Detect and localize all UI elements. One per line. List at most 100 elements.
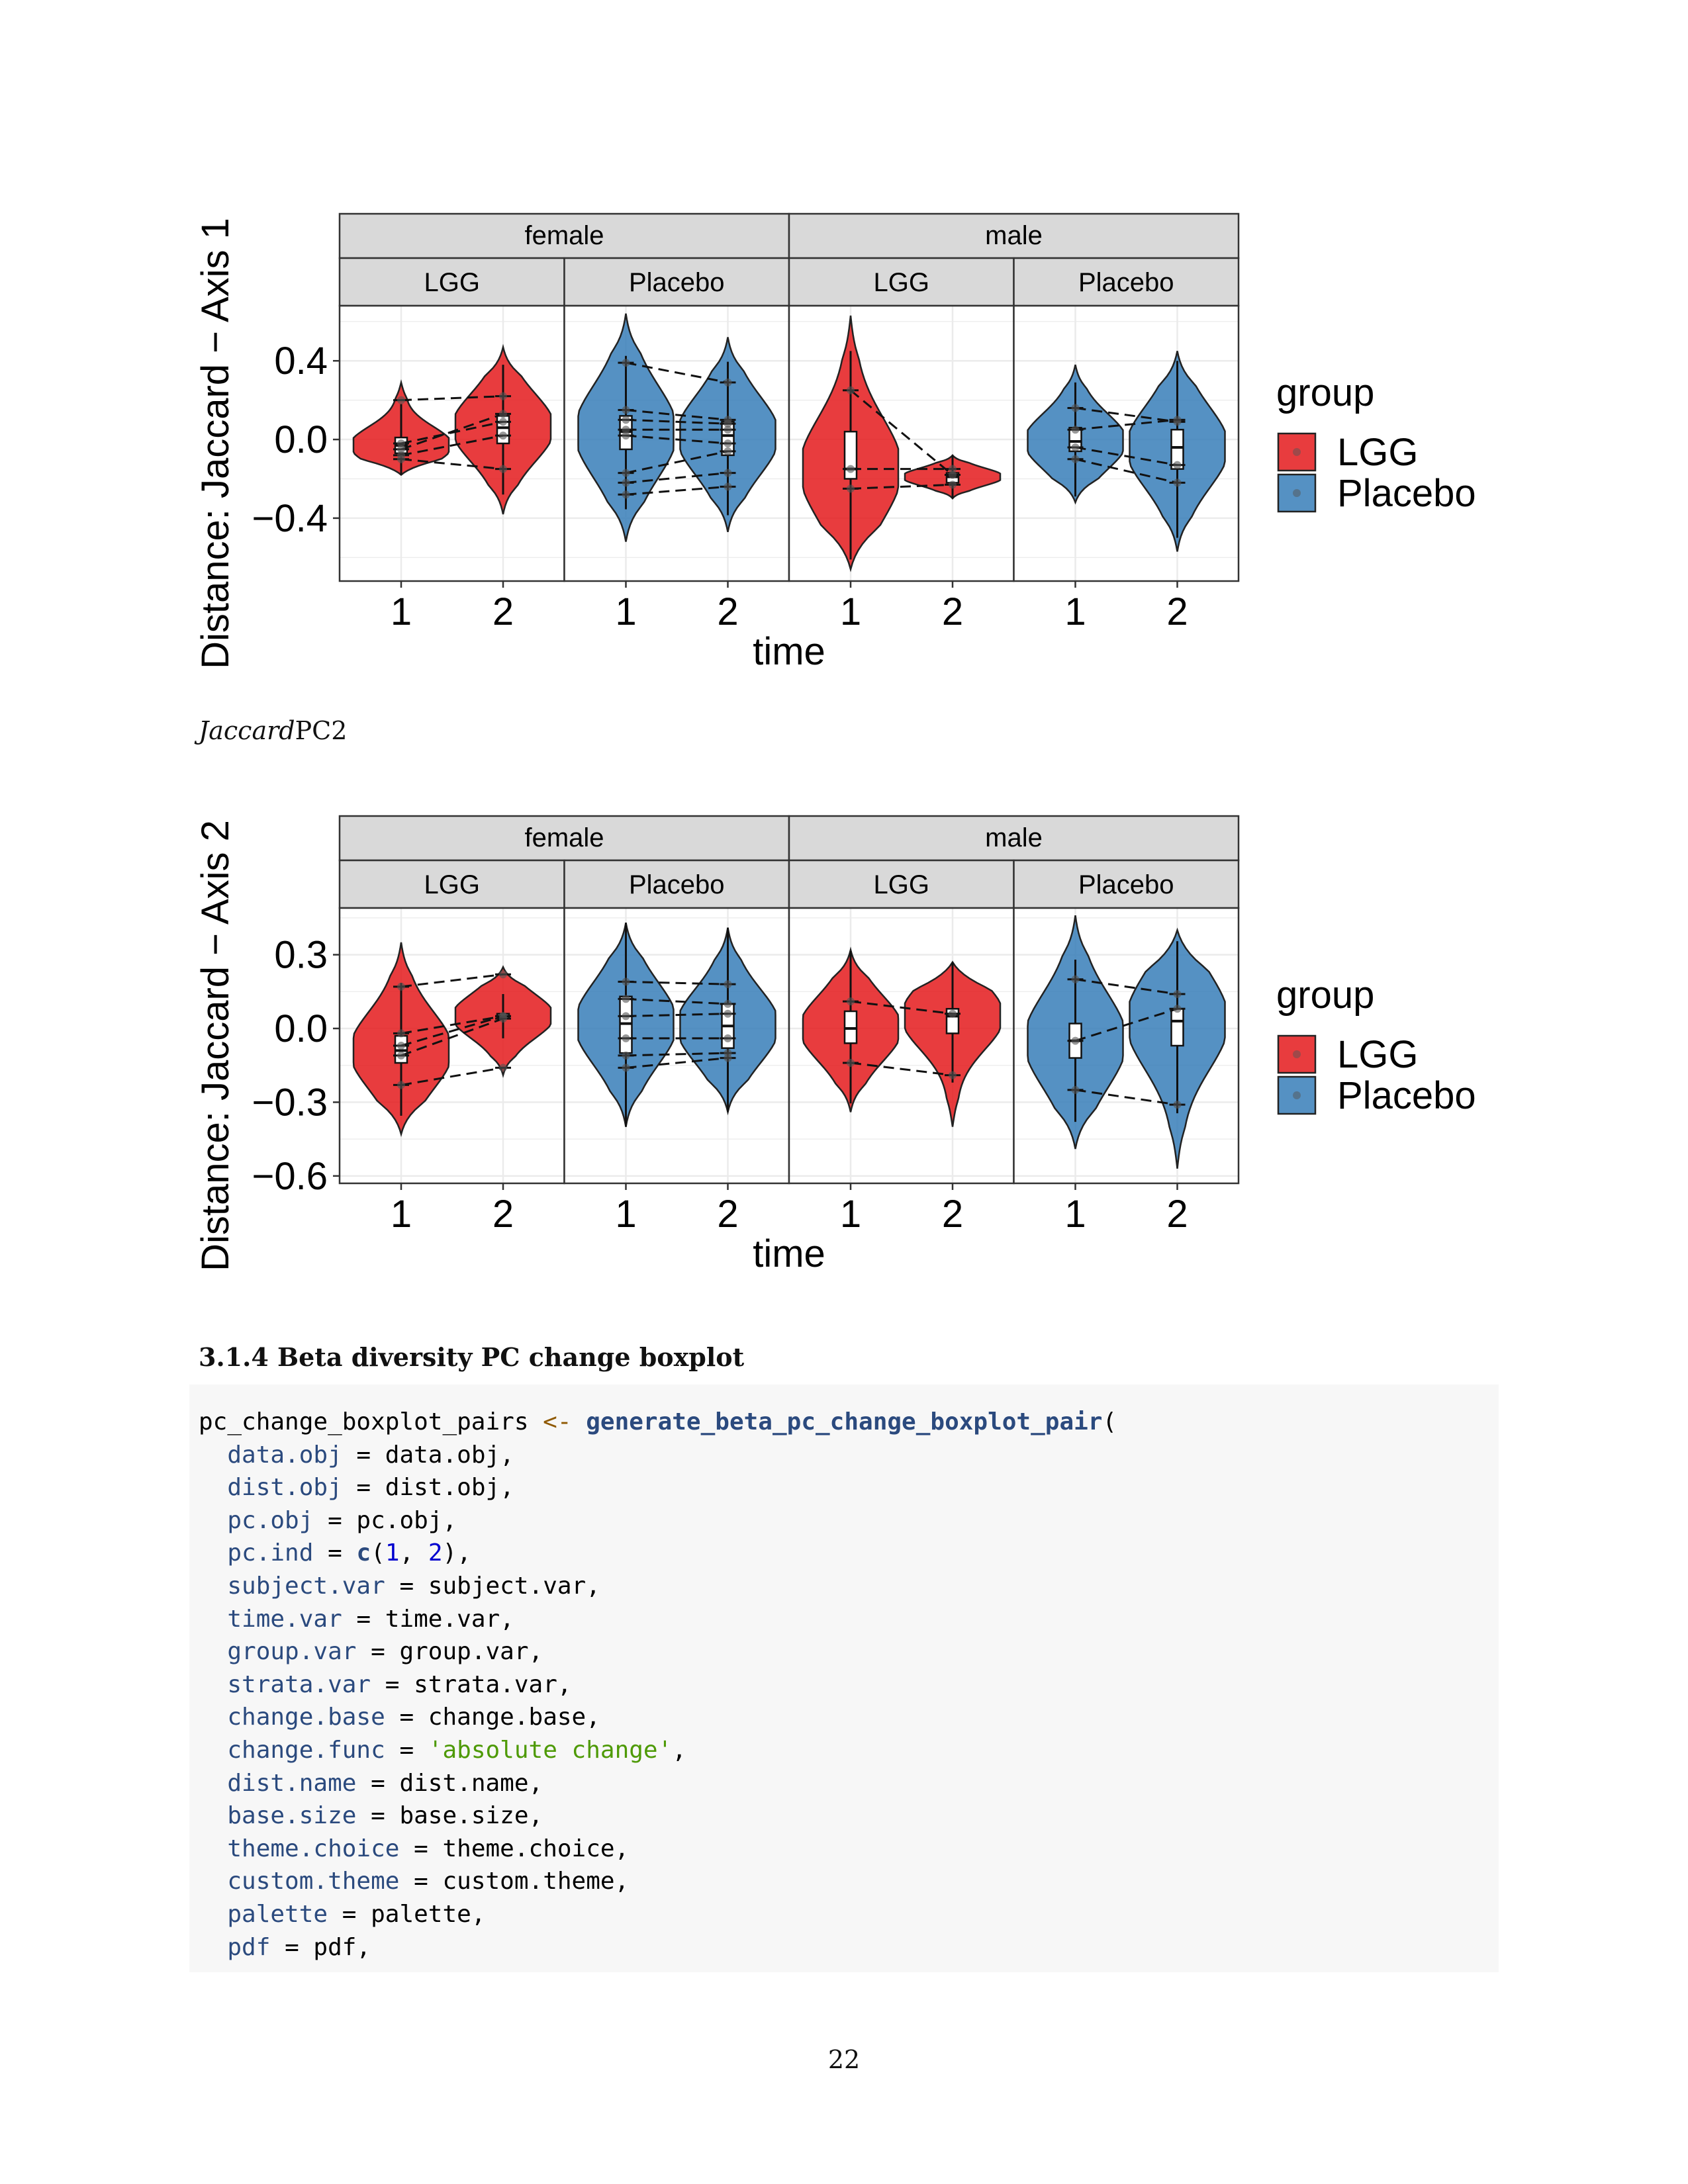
data-point [724, 1054, 732, 1062]
code-token [199, 1802, 227, 1829]
group-strip-label: LGG [874, 870, 929, 899]
data-point [724, 1009, 732, 1018]
code-token: group.var [227, 1638, 357, 1666]
y-tick-label: 0.4 [274, 340, 328, 383]
code-token: = subject.var, [385, 1572, 600, 1600]
code-token: = pc.obj, [313, 1506, 457, 1534]
code-token: change.base [227, 1704, 385, 1731]
data-point [1071, 443, 1080, 451]
code-token: change.func [227, 1737, 385, 1764]
data-point [499, 410, 507, 418]
data-point [949, 1071, 957, 1079]
pair-line [626, 418, 728, 425]
code-line: subject.var = subject.var, [199, 1572, 600, 1600]
code-token [199, 1474, 227, 1501]
pair-line [850, 389, 953, 476]
group-strip [563, 859, 790, 909]
pair-line [850, 1062, 953, 1077]
y-axis-label: Distance: Jaccard − Axis 2 [194, 820, 237, 1271]
code-token [199, 1737, 227, 1764]
data-point [622, 978, 630, 986]
y-axis-label: Distance: Jaccard − Axis 1 [194, 218, 237, 669]
pair-line [1075, 1089, 1178, 1106]
data-point [499, 465, 507, 473]
violin-chart-axis2: Distance: Jaccard − Axis 2 female LGG Place… [0, 788, 1688, 1317]
facet-panel [788, 304, 1015, 582]
code-token: time.var [227, 1605, 342, 1633]
figure-caption: JaccardPC2 [199, 716, 348, 745]
x-tick-label: 1 [840, 1193, 861, 1236]
code-token: c [356, 1539, 371, 1567]
code-line: pc.ind = c(1, 2), [199, 1539, 471, 1567]
code-line: data.obj = data.obj, [199, 1441, 514, 1469]
data-point [724, 980, 732, 989]
code-line: strata.var = strata.var, [199, 1671, 571, 1698]
data-point [1071, 975, 1080, 983]
data-point [622, 1064, 630, 1072]
data-point [847, 484, 855, 493]
data-point [1071, 426, 1080, 434]
data-point [622, 1012, 630, 1021]
data-point [724, 420, 732, 428]
pair-line [626, 450, 728, 475]
code-token: ( [371, 1539, 385, 1567]
data-point [397, 982, 405, 991]
pair-line [626, 980, 728, 985]
facet-panel [338, 907, 565, 1185]
code-token: , [399, 1539, 428, 1567]
data-point [847, 1059, 855, 1067]
data-point [1071, 455, 1080, 463]
x-tick-label: 2 [717, 1193, 738, 1236]
pair-line [626, 472, 728, 484]
data-point [622, 426, 630, 434]
y-tick-label: 0.3 [274, 934, 328, 977]
data-point [622, 478, 630, 487]
data-point [949, 471, 957, 479]
strata-strip [338, 212, 790, 259]
code-line: custom.theme = custom.theme, [199, 1868, 629, 1895]
code-token: dist.name [227, 1769, 357, 1797]
pair-line [400, 973, 504, 988]
pair-line [626, 434, 728, 445]
data-point [724, 378, 732, 387]
code-token: 2 [428, 1539, 443, 1567]
code-token: ), [442, 1539, 471, 1567]
code-token: = custom.theme, [399, 1868, 630, 1895]
pair-line [626, 1013, 728, 1017]
code-token: = data.obj, [342, 1441, 514, 1469]
data-point [622, 432, 630, 440]
pair-line [400, 1017, 504, 1057]
legend-point [1293, 1091, 1301, 1099]
legend-title: group [1276, 371, 1374, 414]
code-token [199, 1934, 227, 1961]
x-tick-label: 2 [492, 1193, 514, 1236]
data-point [724, 469, 732, 477]
strata-strip [788, 212, 1240, 259]
code-token: pc.obj [227, 1506, 314, 1534]
data-point [622, 416, 630, 424]
code-token: data.obj [227, 1441, 342, 1469]
data-point [397, 396, 405, 404]
code-line: theme.choice = theme.choice, [199, 1835, 629, 1862]
data-point [499, 1064, 507, 1072]
data-point [397, 439, 405, 447]
data-point [499, 432, 507, 440]
legend-point [1293, 489, 1301, 497]
group-strip [338, 257, 565, 307]
data-point [847, 386, 855, 394]
code-token: theme.choice [227, 1835, 400, 1862]
strata-label: female [524, 221, 604, 250]
pair-line [400, 1066, 504, 1086]
legend-label: Placebo [1337, 472, 1476, 515]
data-point [1071, 1036, 1080, 1045]
data-point [499, 1015, 507, 1023]
legend-point [1293, 448, 1301, 456]
pair-line [626, 1057, 728, 1069]
code-token [199, 1704, 227, 1731]
data-point [499, 392, 507, 400]
section-heading: 3.1.4 Beta diversity PC change boxplot [199, 1342, 745, 1372]
data-point [622, 406, 630, 414]
data-point [1173, 1005, 1182, 1013]
pair-line [400, 420, 504, 445]
x-tick-label: 1 [840, 590, 861, 633]
